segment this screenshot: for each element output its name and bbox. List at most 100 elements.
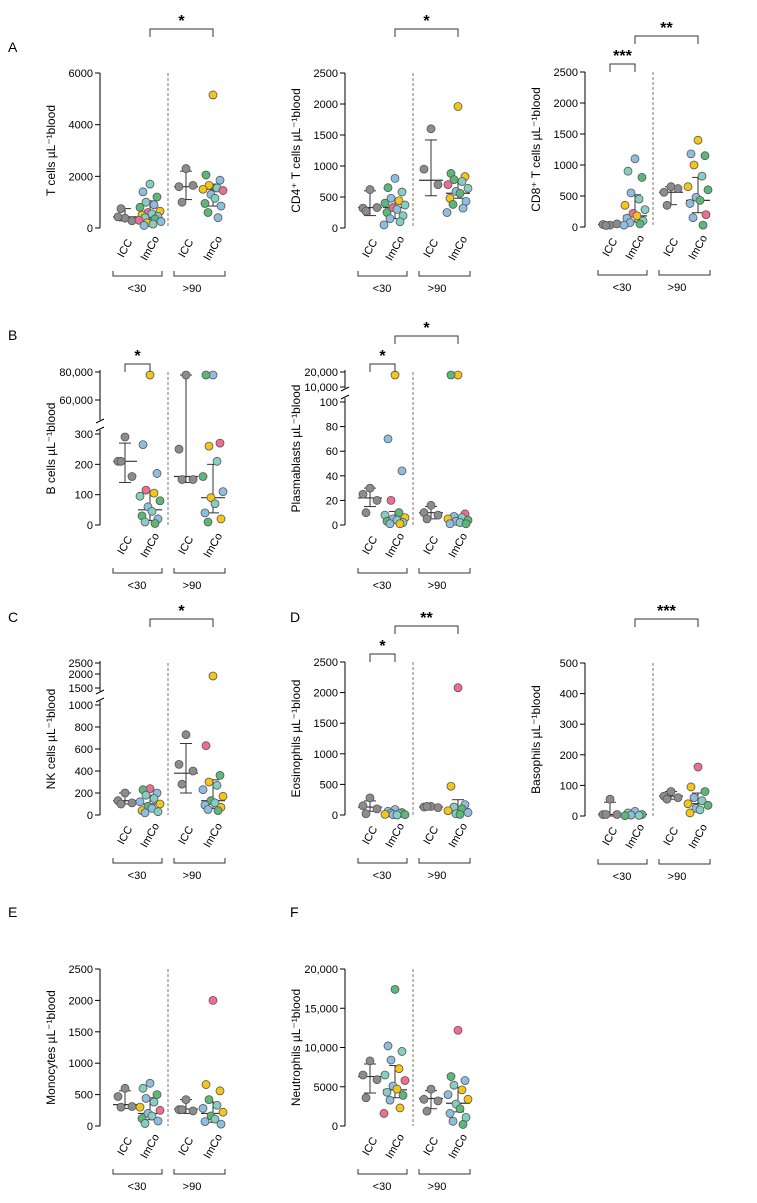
x-tick-label: ImCo [624, 233, 648, 262]
age-bracket [658, 859, 711, 865]
y-tick-label: 0 [332, 810, 338, 822]
x-tick-label: ICC [421, 534, 441, 556]
data-point [145, 1078, 155, 1088]
data-point [210, 798, 220, 808]
data-point [116, 799, 126, 809]
age-label: >90 [428, 870, 447, 882]
y-tick-label: 500 [560, 191, 578, 203]
data-point [426, 124, 436, 134]
data-point [216, 201, 226, 211]
age-label: <30 [613, 871, 632, 883]
axis-break-mark [340, 394, 350, 400]
data-point [445, 519, 455, 529]
x-tick-label: ICC [176, 1135, 196, 1157]
data-point [449, 175, 459, 185]
y-tick-label: 1500 [314, 130, 338, 142]
y-tick-label: 1500 [314, 718, 338, 730]
data-point [181, 164, 191, 173]
data-point [141, 1093, 151, 1103]
x-tick-label: ICC [600, 825, 620, 847]
y-tick-label: 100 [320, 397, 338, 409]
data-point [141, 197, 151, 207]
x-tick-label: ICC [115, 1135, 135, 1157]
axis-break-mark [95, 697, 105, 703]
data-point [449, 1080, 459, 1090]
data-point [457, 177, 467, 186]
data-point [152, 469, 162, 478]
data-point [174, 444, 184, 454]
age-label: >90 [668, 282, 687, 294]
data-point [188, 475, 198, 484]
data-point [113, 212, 123, 222]
data-point [372, 1075, 382, 1085]
data-point [365, 483, 375, 493]
y-tick-label: 2000 [69, 669, 93, 681]
data-point [457, 1085, 467, 1095]
age-label: <30 [373, 870, 392, 882]
age-bracket [357, 568, 408, 574]
data-point [127, 798, 137, 808]
data-point [395, 1103, 405, 1113]
data-point [198, 1104, 208, 1113]
y-tick-label: 1500 [69, 683, 93, 695]
age-label: <30 [373, 1181, 392, 1193]
y-tick-label: 0 [87, 520, 93, 532]
data-point [700, 787, 710, 796]
y-tick-label: 2000 [69, 171, 93, 183]
data-point [390, 370, 400, 380]
data-point [458, 203, 468, 213]
data-point [385, 1095, 395, 1105]
data-point [448, 200, 458, 209]
data-point [623, 166, 633, 176]
y-axis-label: CD8⁺ T cells µL⁻¹blood [529, 87, 543, 212]
data-point [689, 793, 699, 803]
data-point [145, 179, 155, 189]
y-tick-label: 600 [75, 744, 93, 756]
data-point [379, 1109, 389, 1118]
data-point [206, 493, 216, 503]
data-point [218, 487, 228, 497]
data-point [147, 506, 157, 516]
data-point [398, 1090, 408, 1100]
y-axis-label: Basophils µL⁻¹blood [529, 685, 543, 794]
data-point [626, 188, 636, 198]
data-point [446, 1072, 456, 1081]
data-point [155, 799, 165, 809]
data-point [698, 220, 708, 230]
data-point [386, 495, 396, 505]
data-point [426, 500, 436, 510]
x-tick-label: ICC [115, 237, 135, 259]
data-point [198, 785, 208, 795]
y-tick-label: 1000 [314, 161, 338, 173]
data-point [212, 780, 222, 790]
data-point [400, 810, 410, 820]
data-point [212, 456, 222, 466]
x-tick-label: ICC [176, 237, 196, 259]
axis-break-mark [95, 426, 105, 432]
age-label: <30 [373, 580, 392, 592]
data-point [204, 1095, 214, 1105]
significance-label: * [423, 320, 430, 337]
y-tick-label: 80 [326, 422, 338, 434]
data-point [116, 1102, 126, 1112]
age-bracket [112, 568, 163, 574]
data-point [662, 794, 672, 804]
y-tick-label: 0 [87, 1121, 93, 1133]
data-point [443, 1090, 453, 1099]
y-tick-label: 2500 [69, 658, 93, 670]
data-point [153, 807, 163, 817]
data-point [138, 1083, 148, 1093]
y-tick-label: 0 [87, 223, 93, 235]
data-point [358, 489, 368, 499]
data-point [135, 797, 145, 807]
y-axis-label: CD4⁺ T cells µL⁻¹blood [289, 88, 303, 213]
x-tick-label: ICC [360, 534, 380, 556]
age-bracket [418, 858, 471, 864]
data-point [634, 810, 644, 820]
significance-bar [609, 63, 636, 72]
data-point [141, 790, 151, 800]
data-point [400, 200, 410, 210]
data-point [201, 170, 211, 180]
data-point [630, 154, 640, 164]
y-tick-label: 0 [572, 222, 578, 234]
